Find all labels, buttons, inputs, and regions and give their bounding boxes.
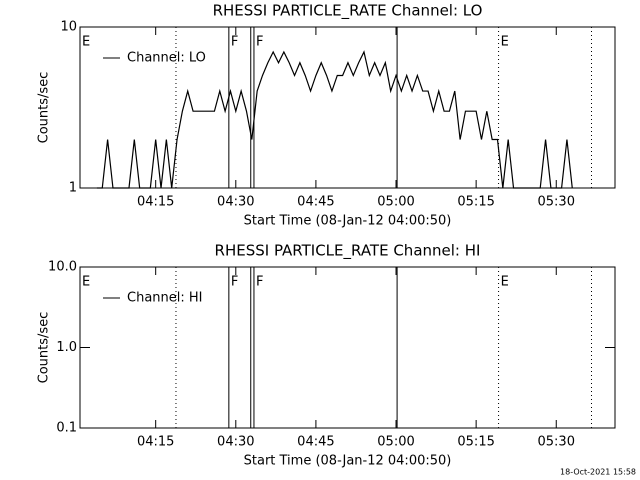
y-axis-label: Counts/sec — [37, 312, 52, 384]
chart-title: RHESSI PARTICLE_RATE Channel: LO — [213, 2, 483, 21]
x-tick-label: 04:45 — [297, 195, 334, 210]
flag-label: F — [231, 35, 238, 50]
chart-title: RHESSI PARTICLE_RATE Channel: HI — [215, 242, 481, 261]
flag-label: E — [501, 275, 509, 290]
x-tick-label: 04:30 — [217, 435, 254, 450]
flag-label: E — [82, 275, 90, 290]
footer: 18-Oct-2021 15:58 — [560, 468, 636, 477]
y-tick-label: 1 — [69, 181, 77, 196]
flag-label: E — [82, 35, 90, 50]
x-tick-label: 05:30 — [538, 195, 575, 210]
x-tick-label: 04:15 — [137, 435, 174, 450]
x-tick-label: 05:15 — [457, 195, 494, 210]
flag-label: F — [256, 35, 263, 50]
y-tick-label: 10 — [60, 20, 77, 35]
x-axis-label: Start Time (08-Jan-12 04:00:50) — [244, 454, 452, 469]
flag-label: F — [231, 275, 238, 290]
x-tick-label: 05:00 — [377, 195, 414, 210]
x-tick-label: 05:00 — [377, 435, 414, 450]
y-tick-label: 0.1 — [56, 421, 77, 436]
y-tick-label: 10.0 — [48, 260, 77, 275]
x-tick-label: 05:15 — [457, 435, 494, 450]
x-tick-label: 04:45 — [297, 435, 334, 450]
x-tick-label: 04:15 — [137, 195, 174, 210]
data-line — [96, 50, 573, 189]
legend-label: Channel: LO — [127, 51, 206, 66]
legend-label: Channel: HI — [127, 291, 203, 306]
flag-label: E — [501, 35, 509, 50]
flag-label: F — [256, 275, 263, 290]
x-axis-label: Start Time (08-Jan-12 04:00:50) — [244, 214, 452, 229]
y-tick-label: 1.0 — [56, 340, 77, 355]
x-tick-label: 04:30 — [217, 195, 254, 210]
plot-frame — [79, 26, 616, 189]
y-axis-label: Counts/sec — [37, 72, 52, 144]
x-tick-label: 05:30 — [538, 435, 575, 450]
